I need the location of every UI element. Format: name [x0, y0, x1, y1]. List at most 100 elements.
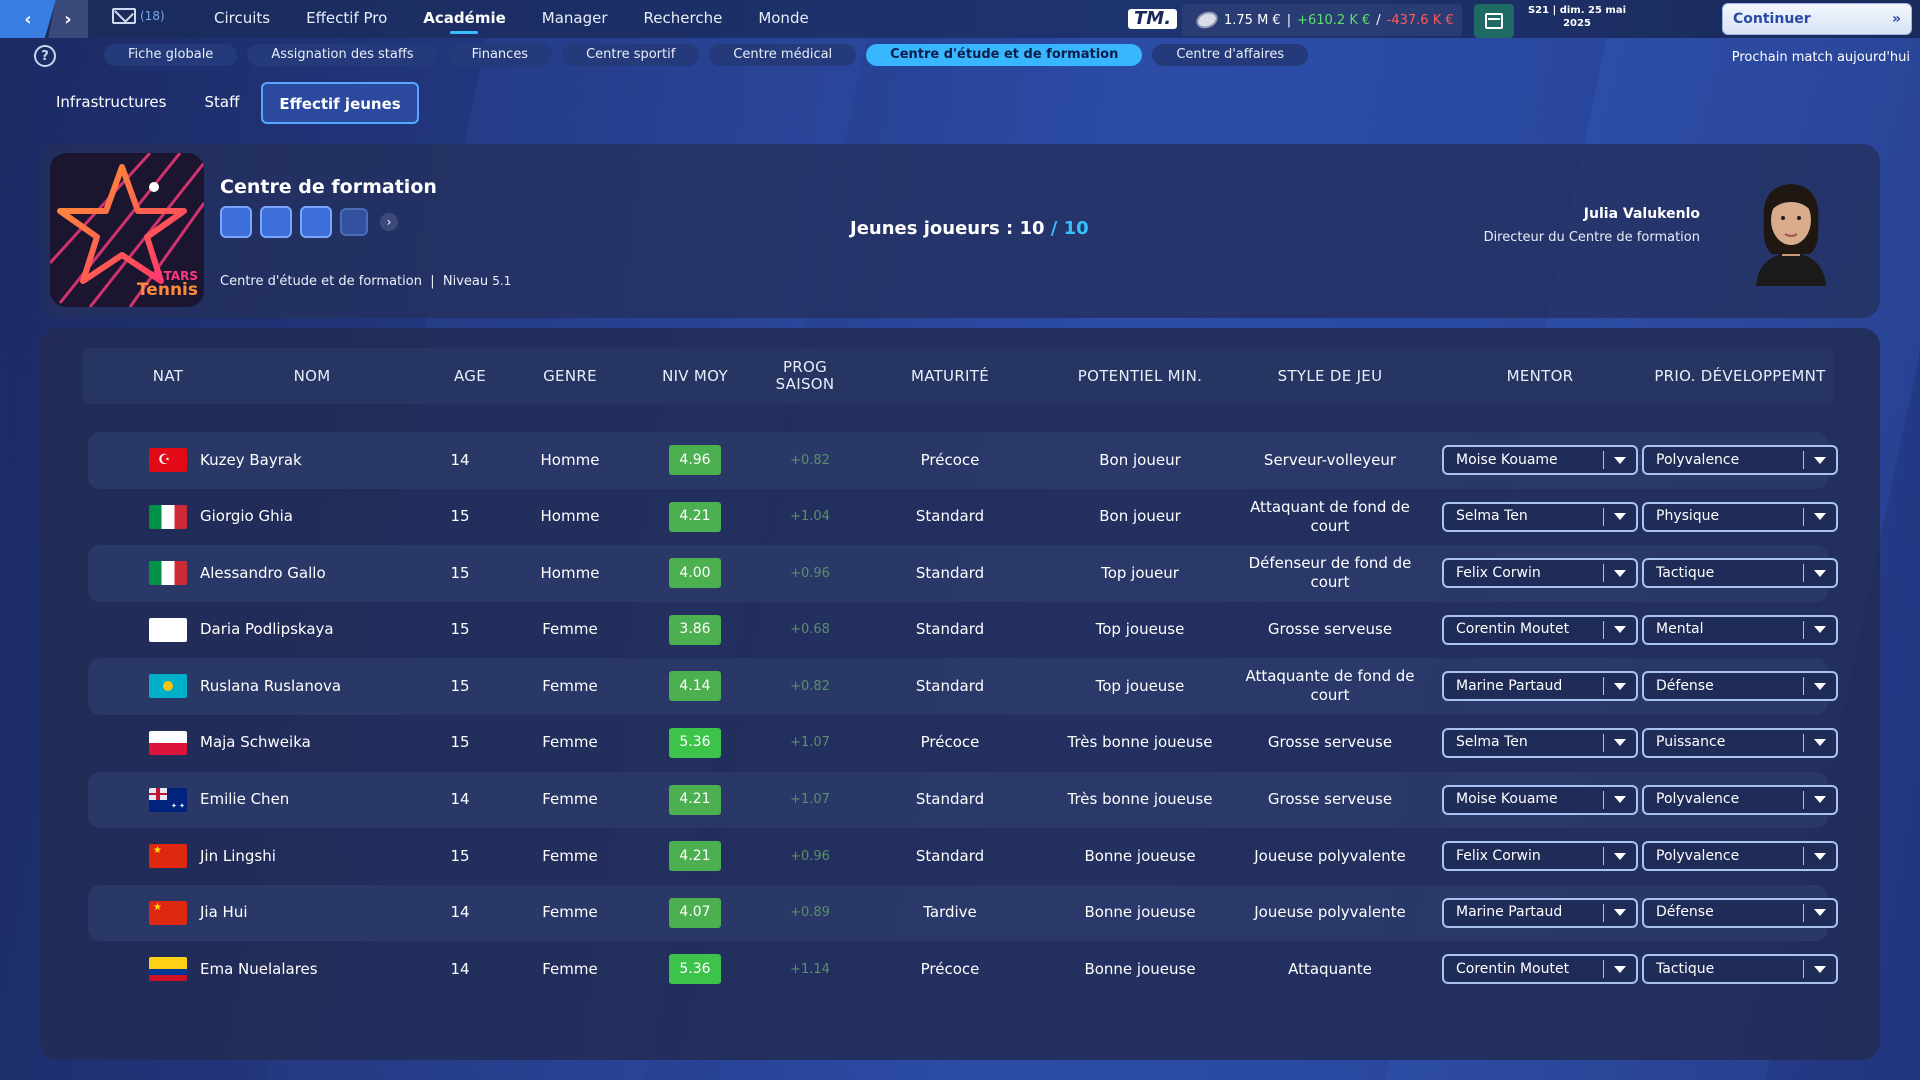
priority-select[interactable]: Puissance	[1642, 727, 1838, 758]
priority-select[interactable]: Physique	[1642, 501, 1838, 532]
subtab-2[interactable]: Assignation des staffs	[247, 44, 438, 66]
menu-item-manager[interactable]: Manager	[541, 9, 608, 27]
chevron-down-icon[interactable]	[1814, 569, 1826, 577]
subtab-3[interactable]: Finances	[447, 44, 553, 66]
name-cell[interactable]: Jin Lingshi	[200, 846, 276, 865]
potentiel-cell: Top joueur	[1101, 563, 1179, 582]
table-row[interactable]: Alessandro Gallo 15 Homme 4.00 +0.96 Standard…	[88, 545, 1838, 602]
mail-button[interactable]: (18)	[112, 8, 165, 24]
chevron-down-icon[interactable]	[1814, 739, 1826, 747]
column-header-3[interactable]: AGE	[454, 366, 486, 385]
table-row[interactable]: Kuzey Bayrak 14 Homme 4.96 +0.82 Précoce Bon j…	[88, 432, 1838, 489]
chevron-down-icon[interactable]	[1814, 513, 1826, 521]
finance-summary[interactable]: 1.75 M € | +610.2 K € / -437.6 K €	[1182, 4, 1462, 36]
menu-item-circuits[interactable]: Circuits	[214, 9, 271, 27]
subtab-4[interactable]: Centre sportif	[562, 44, 700, 66]
mentor-select[interactable]: Moise Kouame	[1442, 784, 1638, 815]
director-avatar[interactable]	[1746, 176, 1836, 286]
subtab-1[interactable]: Fiche globale	[104, 44, 238, 66]
column-header-5[interactable]: NIV MOY	[662, 366, 728, 385]
chevron-down-icon[interactable]	[1614, 513, 1626, 521]
help-icon[interactable]: ?	[34, 45, 56, 67]
back-arrow-icon[interactable]: ‹	[0, 0, 56, 38]
section-tab-3[interactable]: Effectif jeunes	[261, 82, 419, 124]
chevron-down-icon[interactable]	[1814, 456, 1826, 464]
chevron-down-icon[interactable]	[1814, 626, 1826, 634]
name-cell[interactable]: Kuzey Bayrak	[200, 450, 302, 469]
chevron-down-icon[interactable]	[1814, 965, 1826, 973]
column-header-7[interactable]: MATURITÉ	[910, 366, 990, 385]
table-row[interactable]: Jia Hui 14 Femme 4.07 +0.89 Tardive Bonne joue…	[88, 884, 1838, 942]
column-header-10[interactable]: MENTOR	[1506, 366, 1574, 385]
chevron-down-icon[interactable]	[1614, 456, 1626, 464]
mentor-select[interactable]: Corentin Moutet	[1442, 614, 1638, 645]
chevron-down-icon[interactable]	[1614, 739, 1626, 747]
column-header-1[interactable]: NAT	[152, 366, 184, 385]
director-info[interactable]: Julia Valukenlo Directeur du Centre de f…	[1484, 206, 1700, 245]
mentor-select[interactable]: Marine Partaud	[1442, 897, 1638, 928]
name-cell[interactable]: Maja Schweika	[200, 733, 311, 752]
chevron-down-icon[interactable]	[1614, 909, 1626, 917]
date-week-day: S21 | dim. 25 mai	[1527, 5, 1626, 16]
priority-select[interactable]: Polyvalence	[1642, 841, 1838, 872]
mentor-select[interactable]: Marine Partaud	[1442, 671, 1638, 702]
table-row[interactable]: Maja Schweika 15 Femme 5.36 +1.07 Précoce Très…	[88, 715, 1838, 772]
chevron-down-icon[interactable]	[1614, 852, 1626, 860]
table-row[interactable]: Jin Lingshi 15 Femme 4.21 +0.96 Standard Bonne…	[88, 828, 1838, 885]
name-cell[interactable]: Daria Podlipskaya	[200, 620, 334, 639]
chevron-down-icon[interactable]	[1814, 909, 1826, 917]
column-header-2[interactable]: NOM	[293, 366, 331, 385]
table-row[interactable]: Ruslana Ruslanova 15 Femme 4.14 +0.82 Standar…	[88, 658, 1838, 715]
priority-select[interactable]: Polyvalence	[1642, 784, 1838, 815]
name-cell[interactable]: Ema Nuelalares	[200, 959, 318, 978]
priority-select[interactable]: Défense	[1642, 897, 1838, 928]
section-tab-2[interactable]: Staff	[204, 93, 240, 111]
name-cell[interactable]: Emilie Chen	[200, 790, 290, 809]
column-header-8[interactable]: POTENTIEL MIN.	[1077, 366, 1203, 385]
chevron-down-icon[interactable]	[1614, 796, 1626, 804]
section-tab-1[interactable]: Infrastructures	[56, 93, 167, 111]
forward-arrow-icon[interactable]: ›	[48, 0, 88, 38]
chevron-down-icon[interactable]	[1614, 965, 1626, 973]
priority-select[interactable]: Tactique	[1642, 558, 1838, 589]
mentor-select[interactable]: Moise Kouame	[1442, 445, 1638, 475]
subtab-5[interactable]: Centre médical	[709, 44, 857, 66]
name-cell[interactable]: Giorgio Ghia	[200, 507, 293, 526]
name-cell[interactable]: Jia Hui	[200, 903, 248, 922]
mentor-select[interactable]: Selma Ten	[1442, 501, 1638, 532]
menu-item-recherche[interactable]: Recherche	[643, 9, 723, 27]
chevron-down-icon[interactable]	[1614, 682, 1626, 690]
priority-select[interactable]: Polyvalence	[1642, 445, 1838, 475]
calendar-button[interactable]	[1474, 4, 1514, 38]
chevron-right-icon[interactable]: ›	[380, 213, 398, 231]
menu-item-monde[interactable]: Monde	[758, 9, 809, 27]
mentor-select[interactable]: Felix Corwin	[1442, 558, 1638, 589]
priority-select[interactable]: Défense	[1642, 671, 1838, 702]
chevron-down-icon[interactable]	[1814, 852, 1826, 860]
table-row[interactable]: Emilie Chen 14 Femme 4.21 +1.07 Standard Très …	[88, 771, 1838, 829]
chevron-down-icon[interactable]	[1814, 796, 1826, 804]
table-row[interactable]: Daria Podlipskaya 15 Femme 3.86 +0.68 Standar…	[88, 602, 1838, 659]
chevron-down-icon[interactable]	[1814, 682, 1826, 690]
mentor-select[interactable]: Felix Corwin	[1442, 841, 1638, 872]
priority-select[interactable]: Tactique	[1642, 954, 1838, 985]
table-row[interactable]: Ema Nuelalares 14 Femme 5.36 +1.14 Précoce Bon…	[88, 941, 1838, 998]
priority-select[interactable]: Mental	[1642, 614, 1838, 645]
column-header-11[interactable]: PRIO. DÉVELOPPEMNT	[1654, 366, 1826, 385]
chevron-down-icon[interactable]	[1614, 626, 1626, 634]
mentor-cell: Corentin Moutet	[1420, 941, 1660, 997]
column-header-6[interactable]: PROG SAISON	[775, 358, 835, 393]
mentor-select[interactable]: Selma Ten	[1442, 727, 1638, 758]
mentor-select[interactable]: Corentin Moutet	[1442, 954, 1638, 985]
subtab-6[interactable]: Centre d'étude et de formation	[866, 44, 1143, 66]
column-header-4[interactable]: GENRE	[543, 366, 597, 385]
name-cell[interactable]: Ruslana Ruslanova	[200, 676, 342, 695]
menu-item-effectif-pro[interactable]: Effectif Pro	[306, 9, 388, 27]
name-cell[interactable]: Alessandro Gallo	[200, 563, 326, 582]
column-header-9[interactable]: STYLE DE JEU	[1277, 366, 1383, 385]
continue-button[interactable]: Continuer »	[1722, 3, 1912, 35]
subtab-7[interactable]: Centre d'affaires	[1152, 44, 1309, 66]
menu-item-acad-mie[interactable]: Académie	[405, 0, 523, 38]
chevron-down-icon[interactable]	[1614, 569, 1626, 577]
table-row[interactable]: Giorgio Ghia 15 Homme 4.21 +1.04 Standard Bon …	[88, 489, 1838, 546]
